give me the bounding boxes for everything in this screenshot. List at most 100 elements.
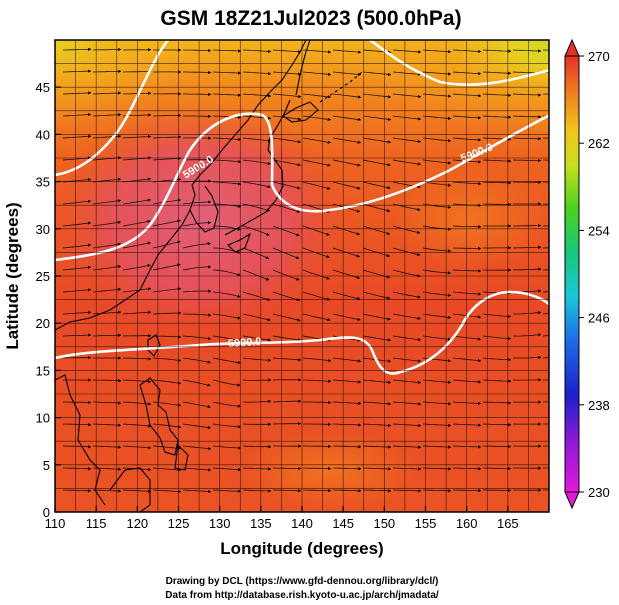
streamline-arrow (482, 115, 512, 119)
streamline-arrow (92, 489, 122, 493)
streamline-arrow (513, 223, 542, 228)
streamline-arrow (482, 423, 512, 427)
streamline-arrow (513, 311, 542, 315)
streamline-arrow (152, 263, 181, 271)
contour-5900-northeast (369, 40, 549, 86)
streamline-arrow (242, 489, 272, 493)
streamline-arrow (303, 444, 332, 449)
streamline-arrow (392, 489, 422, 493)
streamline-arrow (542, 247, 549, 249)
streamline-arrow (122, 287, 152, 293)
contour-5900-north (55, 40, 170, 177)
streamline-arrow (362, 225, 391, 235)
y-tick-label: 35 (36, 175, 50, 190)
streamline-arrow (482, 357, 512, 362)
streamline-arrow (92, 220, 122, 227)
colorbar-tick-label: 262 (588, 136, 610, 151)
streamline-arrow (542, 269, 549, 271)
streamline-arrow (362, 181, 391, 190)
streamline-arrow (272, 489, 302, 493)
streamline-arrow (512, 267, 542, 271)
streamline-arrow (212, 181, 242, 186)
streamline-arrow (332, 379, 362, 384)
streamline-arrow (182, 401, 211, 409)
streamline-arrow (392, 269, 421, 278)
streamline-arrow (302, 247, 330, 258)
streamline-arrow (332, 49, 362, 54)
streamline-arrow (152, 198, 182, 205)
streamline-arrow (92, 91, 122, 95)
streamline-arrow (392, 379, 422, 384)
streamline-arrow (62, 221, 92, 227)
streamline-arrow (242, 137, 272, 143)
streamline-arrow (182, 489, 212, 494)
streamline-arrow (452, 49, 482, 54)
streamline-arrow (362, 467, 392, 471)
map-field: 5900.0 5900.0 5900.0 (55, 40, 549, 512)
streamline-arrow (302, 181, 331, 190)
streamline-arrow (362, 313, 391, 321)
streamline-arrow (212, 291, 241, 298)
streamline-arrow (392, 401, 422, 406)
streamline-arrow (452, 225, 482, 229)
streamline-arrow (122, 264, 151, 271)
cooler-patch-east (390, 170, 549, 270)
streamline-arrow (62, 243, 92, 249)
streamline-arrow (452, 401, 482, 406)
streamline-arrow (392, 423, 422, 428)
streamline-arrow (122, 445, 152, 450)
streamline-arrow (302, 159, 331, 167)
streamline-arrow (332, 181, 361, 190)
streamline-arrow (542, 225, 549, 227)
streamline-arrow (212, 93, 242, 97)
streamline-arrow (332, 489, 362, 493)
streamline-arrow (122, 219, 151, 227)
streamline-arrow (242, 269, 270, 281)
streamline-arrow (122, 241, 151, 249)
x-tick-label: 140 (291, 516, 313, 531)
streamline-arrow (62, 333, 92, 337)
streamline-arrow (392, 291, 421, 299)
streamline-arrow (272, 399, 302, 403)
x-axis-title: Longitude (degrees) (220, 539, 383, 558)
streamline-arrow (512, 137, 542, 141)
streamline-arrow (482, 401, 512, 405)
chart-title: GSM 18Z21Jul2023 (500.0hPa) (160, 7, 461, 30)
streamline-arrow (332, 115, 362, 122)
colorbar-body (564, 55, 580, 493)
streamline-arrow (122, 134, 152, 139)
colorbar-ticks: 230 238 246 254 262 270 (579, 49, 610, 500)
streamline-arrow (332, 313, 361, 321)
streamline-arrow (392, 115, 422, 121)
x-tick-label: 160 (456, 516, 478, 531)
streamline-arrow (392, 49, 422, 54)
x-tick-label: 150 (373, 516, 395, 531)
streamline-arrow (62, 69, 92, 73)
streamline-arrow (362, 401, 392, 406)
streamline-arrow (542, 357, 549, 359)
streamline-arrow (63, 400, 92, 405)
streamline-arrow (392, 335, 422, 342)
streamline-arrow (182, 357, 211, 364)
streamline-arrow (182, 289, 212, 293)
streamline-arrow (182, 335, 212, 341)
streamline-arrow (92, 134, 122, 139)
streamline-arrow (542, 93, 549, 95)
streamline-arrow (92, 265, 122, 271)
streamline-arrow (183, 92, 212, 97)
streamline-arrow (362, 115, 392, 121)
streamline-arrow (392, 313, 421, 320)
streamline-arrow (362, 489, 392, 493)
streamline-arrow (182, 445, 212, 451)
streamline-arrow (182, 48, 212, 53)
streamline-arrow (512, 333, 542, 337)
streamline-arrow (182, 242, 211, 249)
y-axis-ticks: 0 5 10 15 20 25 30 35 40 45 (36, 80, 61, 520)
streamline-arrow (302, 291, 331, 301)
y-tick-label: 5 (43, 458, 50, 473)
colorbar-tick-label: 270 (588, 49, 610, 64)
streamline-arrow (122, 423, 152, 428)
colorbar-tick-label: 246 (588, 311, 610, 326)
streamline-arrow (513, 355, 542, 360)
